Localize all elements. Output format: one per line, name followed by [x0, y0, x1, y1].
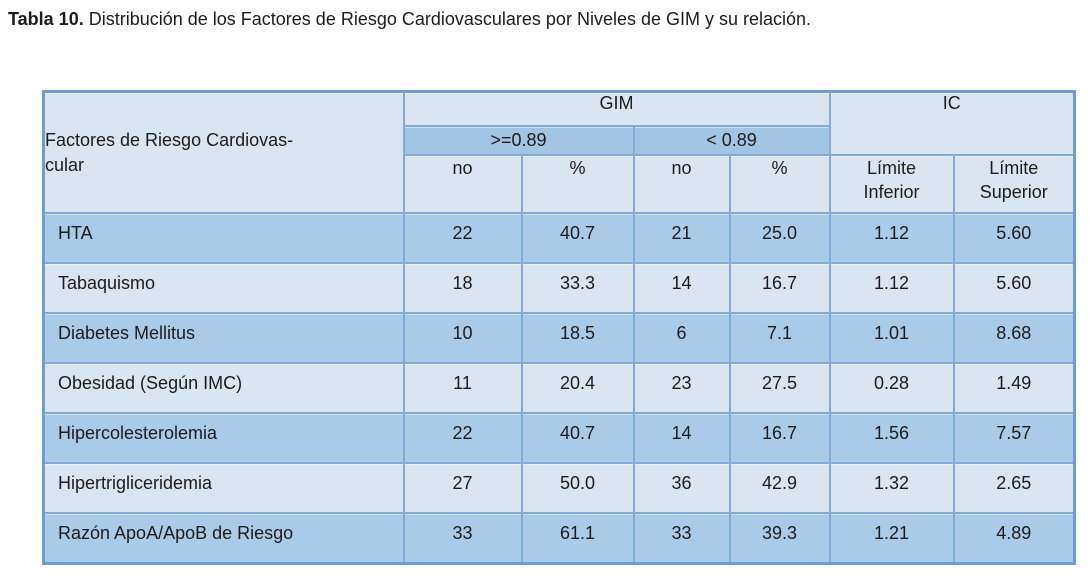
value-cell: 6	[632, 312, 731, 364]
column-header-no-ge: no	[402, 154, 523, 214]
column-header-factors: Factores de Riesgo Cardiovas- cular	[42, 90, 405, 214]
table-row: Obesidad (Según IMC) 11 20.4 23 27.5 0.2…	[42, 362, 1076, 414]
table-row: Hipertrigliceridemia 27 50.0 36 42.9 1.3…	[42, 462, 1076, 514]
value-cell: 10	[402, 312, 523, 364]
value-cell: 27.5	[728, 362, 831, 414]
value-cell: 11	[402, 362, 523, 414]
value-cell: 2.65	[952, 462, 1076, 514]
value-cell: 27	[402, 462, 523, 514]
value-cell: 61.1	[520, 512, 635, 564]
value-cell: 22	[402, 412, 523, 464]
value-cell: 42.9	[728, 462, 831, 514]
value-cell: 4.89	[952, 512, 1076, 564]
value-cell: 40.7	[520, 212, 635, 264]
factor-cell: Razón ApoA/ApoB de Riesgo	[42, 512, 405, 564]
table-caption-label: Tabla 10.	[8, 9, 84, 29]
column-header-pct-lt: %	[728, 154, 831, 214]
factor-cell: Diabetes Mellitus	[42, 312, 405, 364]
column-header-limite-inferior: Límite Inferior	[828, 154, 955, 214]
header-row-groups: Factores de Riesgo Cardiovas- cular GIM …	[42, 90, 1076, 214]
value-cell: 39.3	[728, 512, 831, 564]
value-cell: 16.7	[728, 262, 831, 314]
value-cell: 1.12	[828, 262, 955, 314]
column-header-pct-ge: %	[520, 154, 635, 214]
risk-factors-table: Factores de Riesgo Cardiovas- cular GIM …	[42, 90, 1076, 565]
value-cell: 21	[632, 212, 731, 264]
value-cell: 1.49	[952, 362, 1076, 414]
factor-cell: HTA	[42, 212, 405, 264]
value-cell: 23	[632, 362, 731, 414]
value-cell: 20.4	[520, 362, 635, 414]
value-cell: 5.60	[952, 262, 1076, 314]
table-row: Razón ApoA/ApoB de Riesgo 33 61.1 33 39.…	[42, 512, 1076, 564]
table-row: Diabetes Mellitus 10 18.5 6 7.1 1.01 8.6…	[42, 312, 1076, 364]
header-row-subgroups: >=0.89 < 0.89	[44, 125, 1075, 156]
value-cell: 7.57	[952, 412, 1076, 464]
table-row: Hipercolesterolemia 22 40.7 14 16.7 1.56…	[42, 412, 1076, 464]
value-cell: 8.68	[952, 312, 1076, 364]
factor-cell: Hipertrigliceridemia	[42, 462, 405, 514]
factor-cell: Tabaquismo	[42, 262, 405, 314]
factor-cell: Hipercolesterolemia	[42, 412, 405, 464]
value-cell: 40.7	[520, 412, 635, 464]
value-cell: 18	[402, 262, 523, 314]
column-subgroup-lt-089: < 0.89	[632, 125, 831, 156]
value-cell: 25.0	[728, 212, 831, 264]
column-header-limite-superior: Límite Superior	[952, 154, 1076, 214]
factor-cell: Obesidad (Según IMC)	[42, 362, 405, 414]
value-cell: 0.28	[828, 362, 955, 414]
table-row: Tabaquismo 18 33.3 14 16.7 1.12 5.60	[42, 262, 1076, 314]
value-cell: 1.21	[828, 512, 955, 564]
value-cell: 1.12	[828, 212, 955, 264]
value-cell: 50.0	[520, 462, 635, 514]
table-caption-text: Distribución de los Factores de Riesgo C…	[88, 9, 812, 29]
value-cell: 5.60	[952, 212, 1076, 264]
table-row: HTA 22 40.7 21 25.0 1.12 5.60	[42, 212, 1076, 264]
value-cell: 1.56	[828, 412, 955, 464]
value-cell: 14	[632, 262, 731, 314]
value-cell: 1.01	[828, 312, 955, 364]
value-cell: 7.1	[728, 312, 831, 364]
value-cell: 18.5	[520, 312, 635, 364]
value-cell: 16.7	[728, 412, 831, 464]
column-group-ic: IC	[828, 90, 1076, 156]
value-cell: 22	[402, 212, 523, 264]
column-header-no-lt: no	[632, 154, 731, 214]
value-cell: 33.3	[520, 262, 635, 314]
table-caption: Tabla 10. Distribución de los Factores d…	[8, 8, 811, 31]
header-row-columns: no % no % Límite Inferior Límite Superio…	[44, 154, 1076, 214]
value-cell: 33	[632, 512, 731, 564]
column-group-gim: GIM	[402, 90, 831, 127]
column-subgroup-ge-089: >=0.89	[402, 125, 635, 156]
value-cell: 33	[402, 512, 523, 564]
value-cell: 14	[632, 412, 731, 464]
value-cell: 1.32	[828, 462, 955, 514]
value-cell: 36	[632, 462, 731, 514]
